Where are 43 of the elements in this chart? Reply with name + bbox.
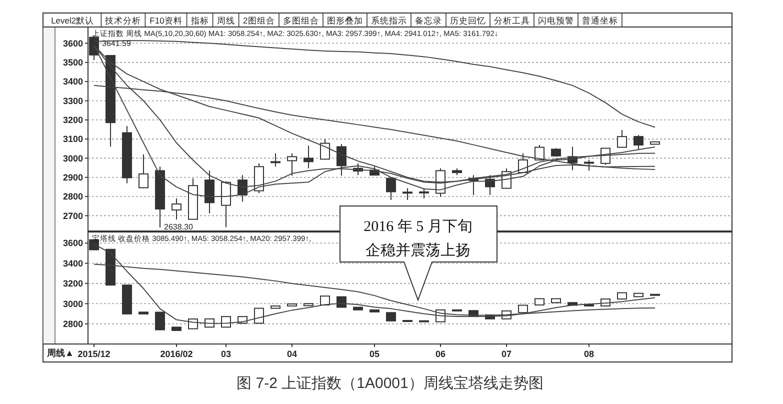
y-tick-label: 3400 xyxy=(62,258,83,268)
text: 周线 xyxy=(216,16,235,26)
text: 图形叠加 xyxy=(327,16,363,26)
x-tick-label: 04 xyxy=(286,349,298,359)
y-tick-label: 3000 xyxy=(62,298,83,309)
text: 指标 xyxy=(190,16,209,26)
x-tick-label: 06 xyxy=(435,349,446,359)
text: F10资料 xyxy=(150,16,182,26)
x-tick-label: 2015/12 xyxy=(78,349,110,359)
y-tick-label: 3100 xyxy=(62,134,83,144)
y-tick-label: 3000 xyxy=(62,153,83,164)
x-tick-label: 05 xyxy=(369,349,380,359)
text: 普通坐标 xyxy=(582,16,618,26)
y-tick-label: 3200 xyxy=(62,115,83,126)
y-tick-label: 3300 xyxy=(62,96,83,106)
y-tick-label: 3600 xyxy=(62,238,83,248)
y-tick-label: 2900 xyxy=(62,172,83,183)
x-tick-label: 07 xyxy=(501,349,512,359)
annotation: 2016 年 5 月下旬 xyxy=(364,218,472,235)
annotation: 3641.59 xyxy=(102,39,132,48)
text: Level2默认 xyxy=(51,16,94,26)
text: 多图组合 xyxy=(283,16,319,26)
y-tick-label: 3600 xyxy=(62,38,83,48)
text: 2图组合 xyxy=(243,16,275,26)
y-tick-label: 3400 xyxy=(62,76,83,87)
text: 周线▲ xyxy=(46,348,74,358)
y-tick-label: 2700 xyxy=(62,210,83,221)
y-tick-label: 2800 xyxy=(62,318,83,329)
text: 闪电预警 xyxy=(538,16,574,26)
x-tick-label: 2016/02 xyxy=(160,349,193,359)
annotation: 2638.30 xyxy=(164,222,194,232)
y-tick-label: 3200 xyxy=(62,278,83,289)
x-tick-label: 03 xyxy=(220,349,232,359)
text: 备忘录 xyxy=(415,16,442,26)
y-tick-label: 2800 xyxy=(62,192,83,202)
annotation: 企稳并震荡上扬 xyxy=(366,242,470,259)
text: 技术分析 xyxy=(104,16,142,26)
text: 分析工具 xyxy=(494,16,530,26)
y-tick-label: 3500 xyxy=(62,58,83,68)
text: 历史回忆 xyxy=(450,16,486,26)
caption: 图 7-2 上证指数（1A0001）周线宝塔线走势图 xyxy=(236,375,544,392)
x-tick-label: 08 xyxy=(584,349,594,359)
text: 系统指示 xyxy=(371,16,407,26)
